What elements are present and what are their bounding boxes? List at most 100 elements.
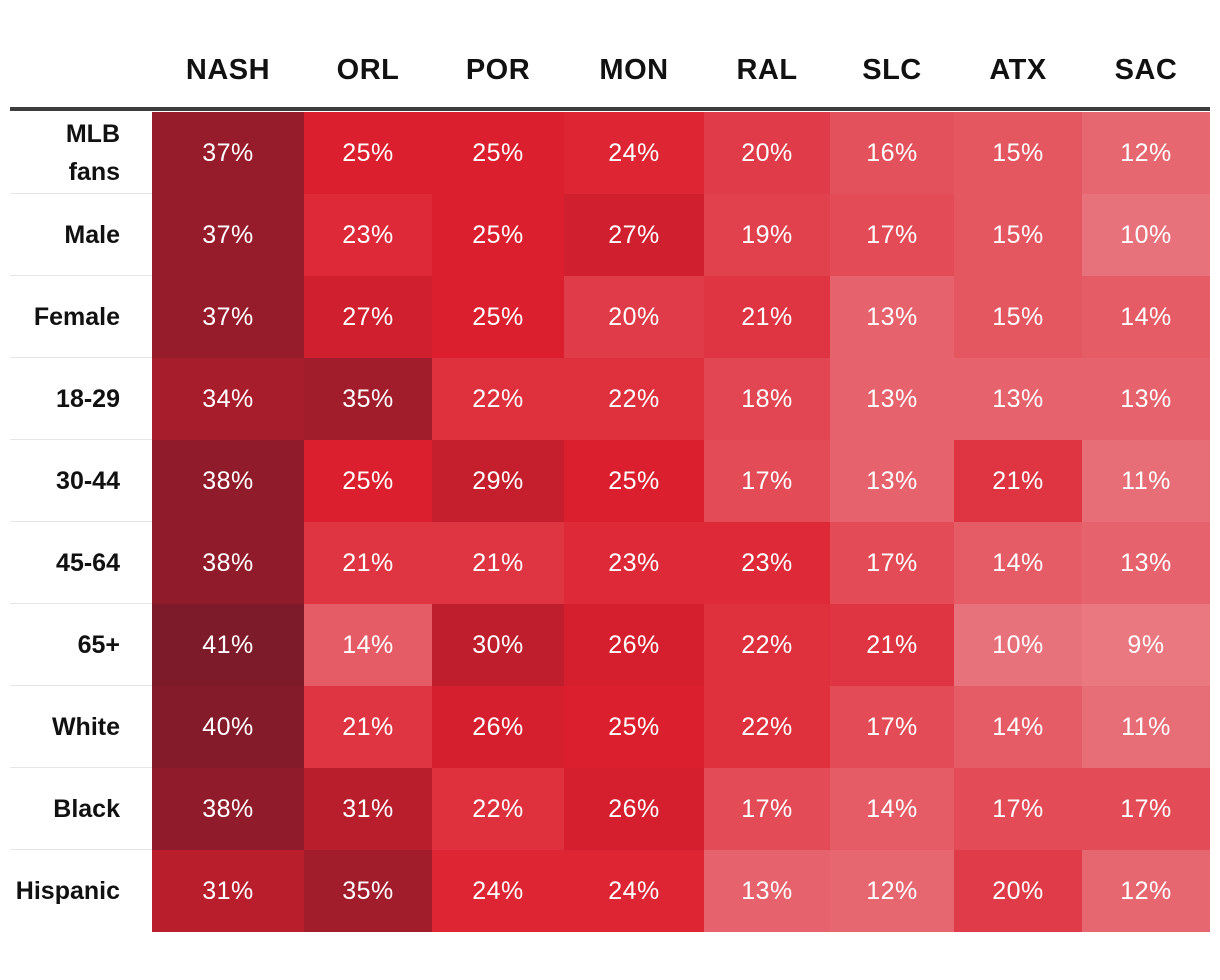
row-divider [10,767,152,768]
row-label: Black [0,768,120,850]
heatmap-cell: 26% [564,768,704,850]
column-header-por: POR [465,54,531,86]
heatmap-cell: 25% [564,686,704,768]
heatmap-cell: 13% [1082,358,1210,440]
heatmap-cell: 30% [432,604,564,686]
heatmap-cell: 15% [954,112,1082,194]
heatmap-cell: 24% [564,850,704,932]
heatmap-cell: 17% [704,768,830,850]
heatmap-cell: 24% [432,850,564,932]
heatmap-cell: 40% [152,686,304,768]
heatmap-cell: 11% [1082,686,1210,768]
column-header-atx: ATX [989,54,1047,86]
heatmap-cell: 15% [954,276,1082,358]
heatmap-cell: 26% [432,686,564,768]
heatmap-cell: 12% [1082,850,1210,932]
heatmap-cell: 9% [1082,604,1210,686]
row-divider [10,193,152,194]
heatmap-cell: 19% [704,194,830,276]
heatmap-cell: 20% [564,276,704,358]
heatmap-cell: 11% [1082,440,1210,522]
row-label: 45-64 [0,522,120,604]
heatmap-cell: 37% [152,194,304,276]
row-label: Hispanic [0,850,120,932]
column-header-ral: RAL [736,54,798,86]
heatmap-cell: 35% [304,850,432,932]
heatmap-cell: 25% [304,112,432,194]
heatmap-cell: 13% [830,276,954,358]
row-label-text: MLB [65,120,120,148]
row-label-text: Male [64,221,120,249]
heatmap-cell: 25% [432,276,564,358]
row-divider [10,849,152,850]
heatmap-cell: 25% [304,440,432,522]
heatmap-cell: 22% [704,604,830,686]
heatmap-cell: 22% [432,358,564,440]
heatmap-cell: 12% [830,850,954,932]
heatmap-cell: 26% [564,604,704,686]
heatmap-cell: 20% [704,112,830,194]
heatmap-cell: 17% [704,440,830,522]
heatmap-cell: 14% [304,604,432,686]
column-header-sac: SAC [1114,54,1178,86]
heatmap-cell: 13% [704,850,830,932]
heatmap-cell: 23% [304,194,432,276]
row-divider [10,275,152,276]
heatmap-cell: 13% [1082,522,1210,604]
heatmap-cell: 22% [564,358,704,440]
row-label: 65+ [0,604,120,686]
heatmap-cell: 31% [152,850,304,932]
row-label-text: 18-29 [56,385,120,413]
heatmap-cell: 13% [954,358,1082,440]
heatmap-cell: 29% [432,440,564,522]
heatmap-cell: 22% [704,686,830,768]
heatmap-cell: 37% [152,112,304,194]
heatmap-cell: 10% [1082,194,1210,276]
column-header-slc: SLC [862,54,922,86]
heatmap-cell: 21% [830,604,954,686]
heatmap-cell: 23% [704,522,830,604]
row-label: 30-44 [0,440,120,522]
heatmap-cell: 24% [564,112,704,194]
row-divider [10,357,152,358]
heatmap-cell: 17% [954,768,1082,850]
heatmap-cell: 35% [304,358,432,440]
heatmap-cell: 38% [152,522,304,604]
heatmap-cell: 38% [152,440,304,522]
row-label: Male [0,194,120,276]
heatmap-cell: 17% [830,522,954,604]
heatmap-cell: 21% [432,522,564,604]
row-label-text: Female [33,303,120,331]
heatmap-cell: 17% [830,686,954,768]
heatmap-cell: 15% [954,194,1082,276]
row-label-text: Hispanic [15,877,120,905]
row-label-text: 65+ [77,631,120,659]
heatmap-cell: 21% [304,522,432,604]
heatmap-cell: 20% [954,850,1082,932]
row-divider [10,439,152,440]
heatmap-cell: 21% [954,440,1082,522]
heatmap-cell: 21% [704,276,830,358]
column-header-mon: MON [599,54,669,86]
heatmap-cell: 25% [432,112,564,194]
row-label-text: White [51,713,120,741]
row-divider [10,521,152,522]
heatmap-cell: 17% [1082,768,1210,850]
heatmap-cell: 41% [152,604,304,686]
row-label: 18-29 [0,358,120,440]
row-label: MLB fans [0,112,120,194]
heatmap-cell: 14% [830,768,954,850]
heatmap-cell: 27% [564,194,704,276]
column-header-nash: NASH [185,54,271,86]
row-label-text: 30-44 [56,467,120,495]
heatmap-cell: 25% [432,194,564,276]
heatmap-cell: 13% [830,440,954,522]
heatmap-cell: 27% [304,276,432,358]
heatmap-cell: 14% [1082,276,1210,358]
heatmap-cell: 13% [830,358,954,440]
row-label: White [0,686,120,768]
column-header-orl: ORL [336,54,400,86]
heatmap-cell: 22% [432,768,564,850]
row-label-text: Black [53,795,120,823]
